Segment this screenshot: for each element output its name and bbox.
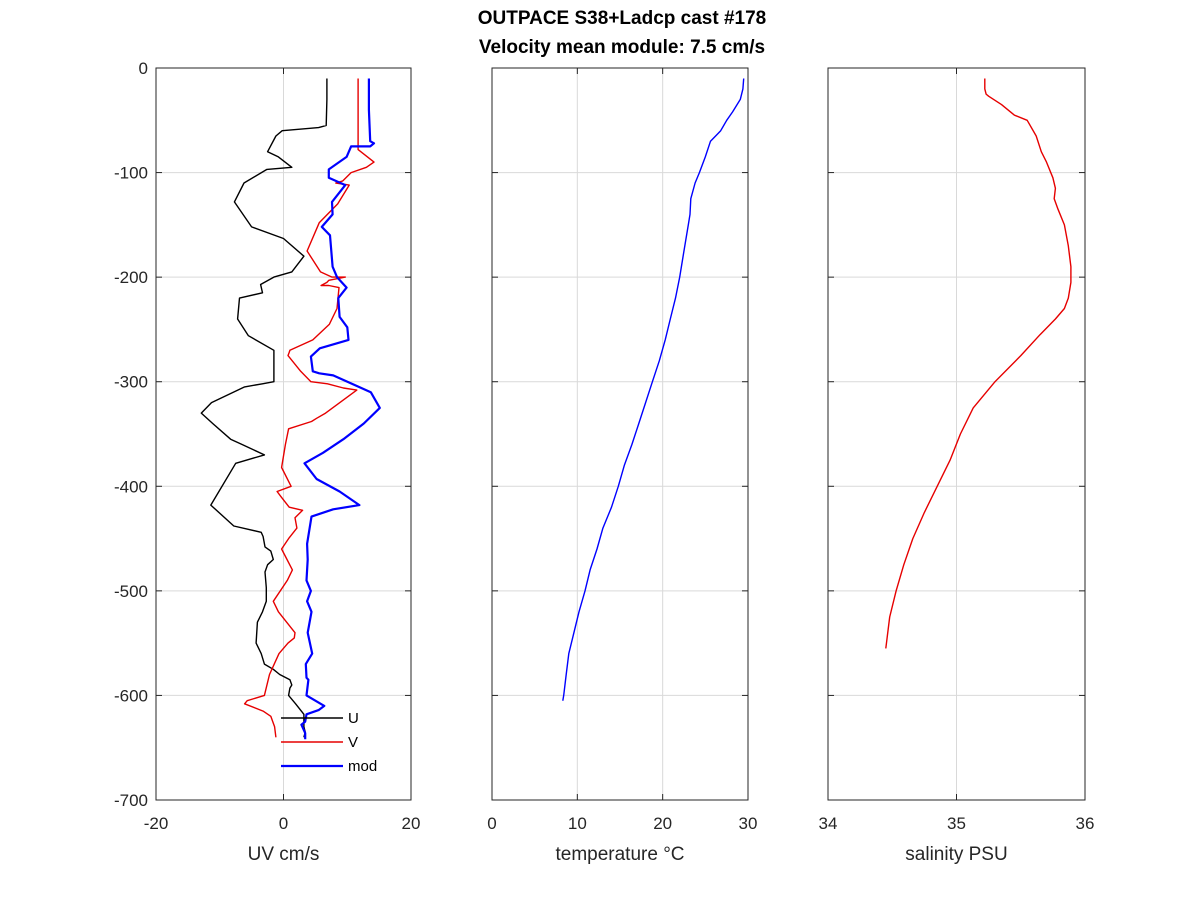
temperature-plot-area xyxy=(492,68,748,800)
salinity-x-tick-label-1: 35 xyxy=(947,814,966,833)
uv-x-tick-label-2: 20 xyxy=(402,814,421,833)
uv-series-mod-line xyxy=(300,78,381,740)
uv-y-tick-label-4: -400 xyxy=(114,477,148,496)
salinity-series-0-line xyxy=(885,78,1072,649)
temperature-x-tick-label-2: 20 xyxy=(653,814,672,833)
figure-title-line-1: OUTPACE S38+Ladcp cast #178 xyxy=(478,8,766,29)
uv-y-tick-label-6: -600 xyxy=(114,686,148,705)
uv-y-tick-label-5: -500 xyxy=(114,582,148,601)
temperature-x-tick-label-3: 30 xyxy=(739,814,758,833)
legend-label-mod: mod xyxy=(348,758,377,775)
temperature-series-0-line xyxy=(562,78,745,701)
uv-y-tick-label-3: -300 xyxy=(114,373,148,392)
figure-title-line-2: Velocity mean module: 7.5 cm/s xyxy=(479,37,765,58)
salinity-x-tick-label-0: 34 xyxy=(819,814,838,833)
temperature-panel: 0 10 20 30 temperature °C xyxy=(487,67,758,865)
temperature-x-axis-label: temperature °C xyxy=(555,844,684,865)
salinity-x-axis-label: salinity PSU xyxy=(905,844,1007,865)
uv-x-tick-label-0: -20 xyxy=(144,814,169,833)
temperature-x-tick-label-1: 10 xyxy=(568,814,587,833)
uv-y-tick-label-7: -700 xyxy=(114,791,148,810)
uv-y-tick-label-0: 0 xyxy=(139,59,148,78)
uv-y-tick-label-1: -100 xyxy=(114,164,148,183)
uv-series-u-line xyxy=(200,78,328,738)
uv-y-tick-label-2: -200 xyxy=(114,268,148,287)
uv-x-tick-label-1: 0 xyxy=(279,814,288,833)
legend-label-u: U xyxy=(348,710,359,727)
salinity-x-tick-label-2: 36 xyxy=(1076,814,1095,833)
uv-x-axis-label: UV cm/s xyxy=(248,844,320,865)
temperature-x-tick-label-0: 0 xyxy=(487,814,496,833)
salinity-panel: 34 35 36 salinity PSU xyxy=(819,67,1095,865)
legend-label-v: V xyxy=(348,734,358,751)
temperature-axes-box xyxy=(491,67,749,801)
